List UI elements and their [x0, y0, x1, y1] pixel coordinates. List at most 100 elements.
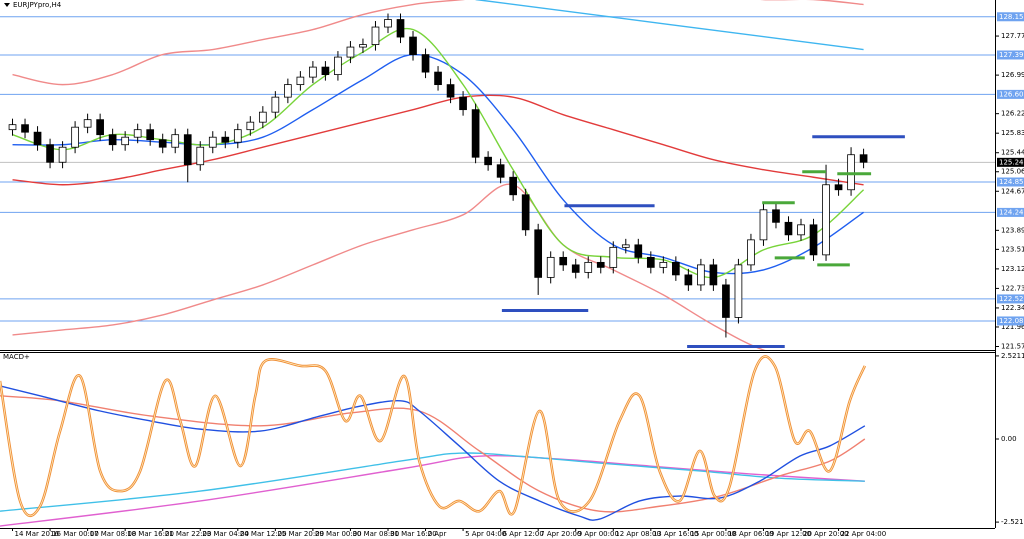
candle-body [634, 244, 643, 258]
candle-body [496, 164, 505, 178]
y-tick-label: 2.5211 [1001, 352, 1024, 360]
x-tick-label: 21 Mar 22:00 [165, 530, 212, 538]
y-tick-label: 126.990 [1001, 71, 1024, 79]
x-tick-label: 15 Apr 00:00 [690, 530, 736, 538]
candle-body [196, 146, 205, 166]
candle-body [284, 84, 292, 98]
x-tick-label: 17 Mar 08:00 [90, 530, 137, 538]
x-tick-label: 29 Mar 00:00 [315, 530, 362, 538]
candle-body [96, 119, 104, 136]
candle-body [722, 284, 730, 318]
last-price-label: 125.248 [999, 158, 1024, 166]
candle-body [559, 256, 568, 266]
x-tick-label: 30 Mar 08:00 [352, 530, 399, 538]
candle-body [809, 224, 818, 256]
candle-body [734, 264, 743, 318]
candle-body [396, 19, 405, 38]
level-label-box [997, 207, 1024, 217]
y-tick-label: 127.770 [1001, 32, 1024, 40]
indicator-line [12, 0, 864, 86]
candle-body [509, 176, 517, 196]
candle-body [108, 134, 117, 146]
chart-title: EURJPYpro,H4 [13, 1, 62, 9]
candle-body [421, 54, 430, 73]
x-tick-label: 23 Mar 04:00 [202, 530, 249, 538]
candle-body [8, 124, 17, 131]
candle-body [596, 261, 605, 268]
candle-body [484, 156, 492, 166]
candle-body [446, 84, 455, 98]
candle-body [534, 229, 543, 278]
candle-body [759, 209, 768, 241]
candle-body [697, 264, 705, 286]
candle-body [208, 136, 217, 148]
level-label-box [997, 177, 1024, 187]
level-label-box [997, 89, 1024, 99]
y-tick-label: 0.00 [1001, 435, 1017, 443]
candle-body [646, 256, 655, 268]
candle-body [71, 126, 79, 148]
indicator-line [12, 94, 864, 186]
candle-body [271, 96, 280, 113]
level-label: 124.248 [999, 208, 1024, 216]
candle-body [46, 144, 54, 163]
candle-body [58, 146, 67, 163]
level-label: 126.605 [999, 90, 1024, 98]
macd-line [0, 452, 865, 512]
macd-line [0, 385, 866, 521]
candle-body [546, 256, 555, 278]
candle-body [83, 119, 92, 128]
x-tick-label: 2 Apr [428, 530, 447, 538]
level-label-box [997, 294, 1024, 304]
candle-body [684, 274, 693, 286]
indicator-line [12, 183, 766, 350]
candle-body [171, 134, 180, 148]
candle-body [672, 261, 680, 276]
y-tick-label: 124.670 [1001, 187, 1024, 195]
level-label: 127.392 [999, 51, 1024, 59]
candle-body [346, 46, 355, 58]
x-tick-label: 24 Mar 12:00 [240, 530, 287, 538]
macd-panel [0, 355, 867, 527]
x-tick-label: 13 Apr 16:00 [653, 530, 699, 538]
candle-body [584, 261, 593, 273]
candle-body [371, 26, 380, 45]
candle-body [146, 129, 155, 141]
candle-body [459, 96, 467, 111]
y-tick-label: 123.120 [1001, 265, 1024, 273]
x-tick-label: 25 Mar 20:00 [277, 530, 324, 538]
candle-body [409, 36, 417, 55]
x-tick-label: 14 Mar 2016 [15, 530, 60, 538]
macd-line-highlight [0, 356, 866, 517]
level-label: 122.080 [999, 317, 1024, 325]
y-tick-label: 125.830 [1001, 129, 1024, 137]
macd-title: MACD+ [3, 353, 30, 361]
x-tick-label: 18 Apr 06:00 [728, 530, 774, 538]
title-marker [4, 3, 10, 7]
level-label: 128.155 [999, 13, 1024, 21]
candle-body [709, 264, 718, 286]
x-tick-label: 12 Apr 08:00 [615, 530, 661, 538]
candle-body [246, 121, 255, 131]
y-tick-label: 121.960 [1001, 323, 1024, 331]
x-tick-label: 20 Apr 20:00 [803, 530, 849, 538]
x-tick-label: 5 Apr 04:00 [465, 530, 506, 538]
x-tick-label: 18 Mar 16:00 [127, 530, 174, 538]
y-tick-label: 126.220 [1001, 110, 1024, 118]
candle-body [121, 136, 129, 146]
candle-body [747, 239, 755, 266]
candle-body [334, 56, 342, 76]
x-tick-label: 16 Mar 00:00 [52, 530, 99, 538]
x-tick-label: 31 Mar 16:00 [390, 530, 437, 538]
x-tick-label: 9 Apr 00:00 [578, 530, 619, 538]
y-tick-label: -2.5211 [1001, 518, 1024, 526]
candle-body [33, 131, 42, 146]
price-panel [0, 0, 995, 350]
level-label: 124.855 [999, 178, 1024, 186]
level-label-box [997, 316, 1024, 326]
level-label-box [997, 12, 1024, 22]
candle-body [621, 244, 630, 248]
